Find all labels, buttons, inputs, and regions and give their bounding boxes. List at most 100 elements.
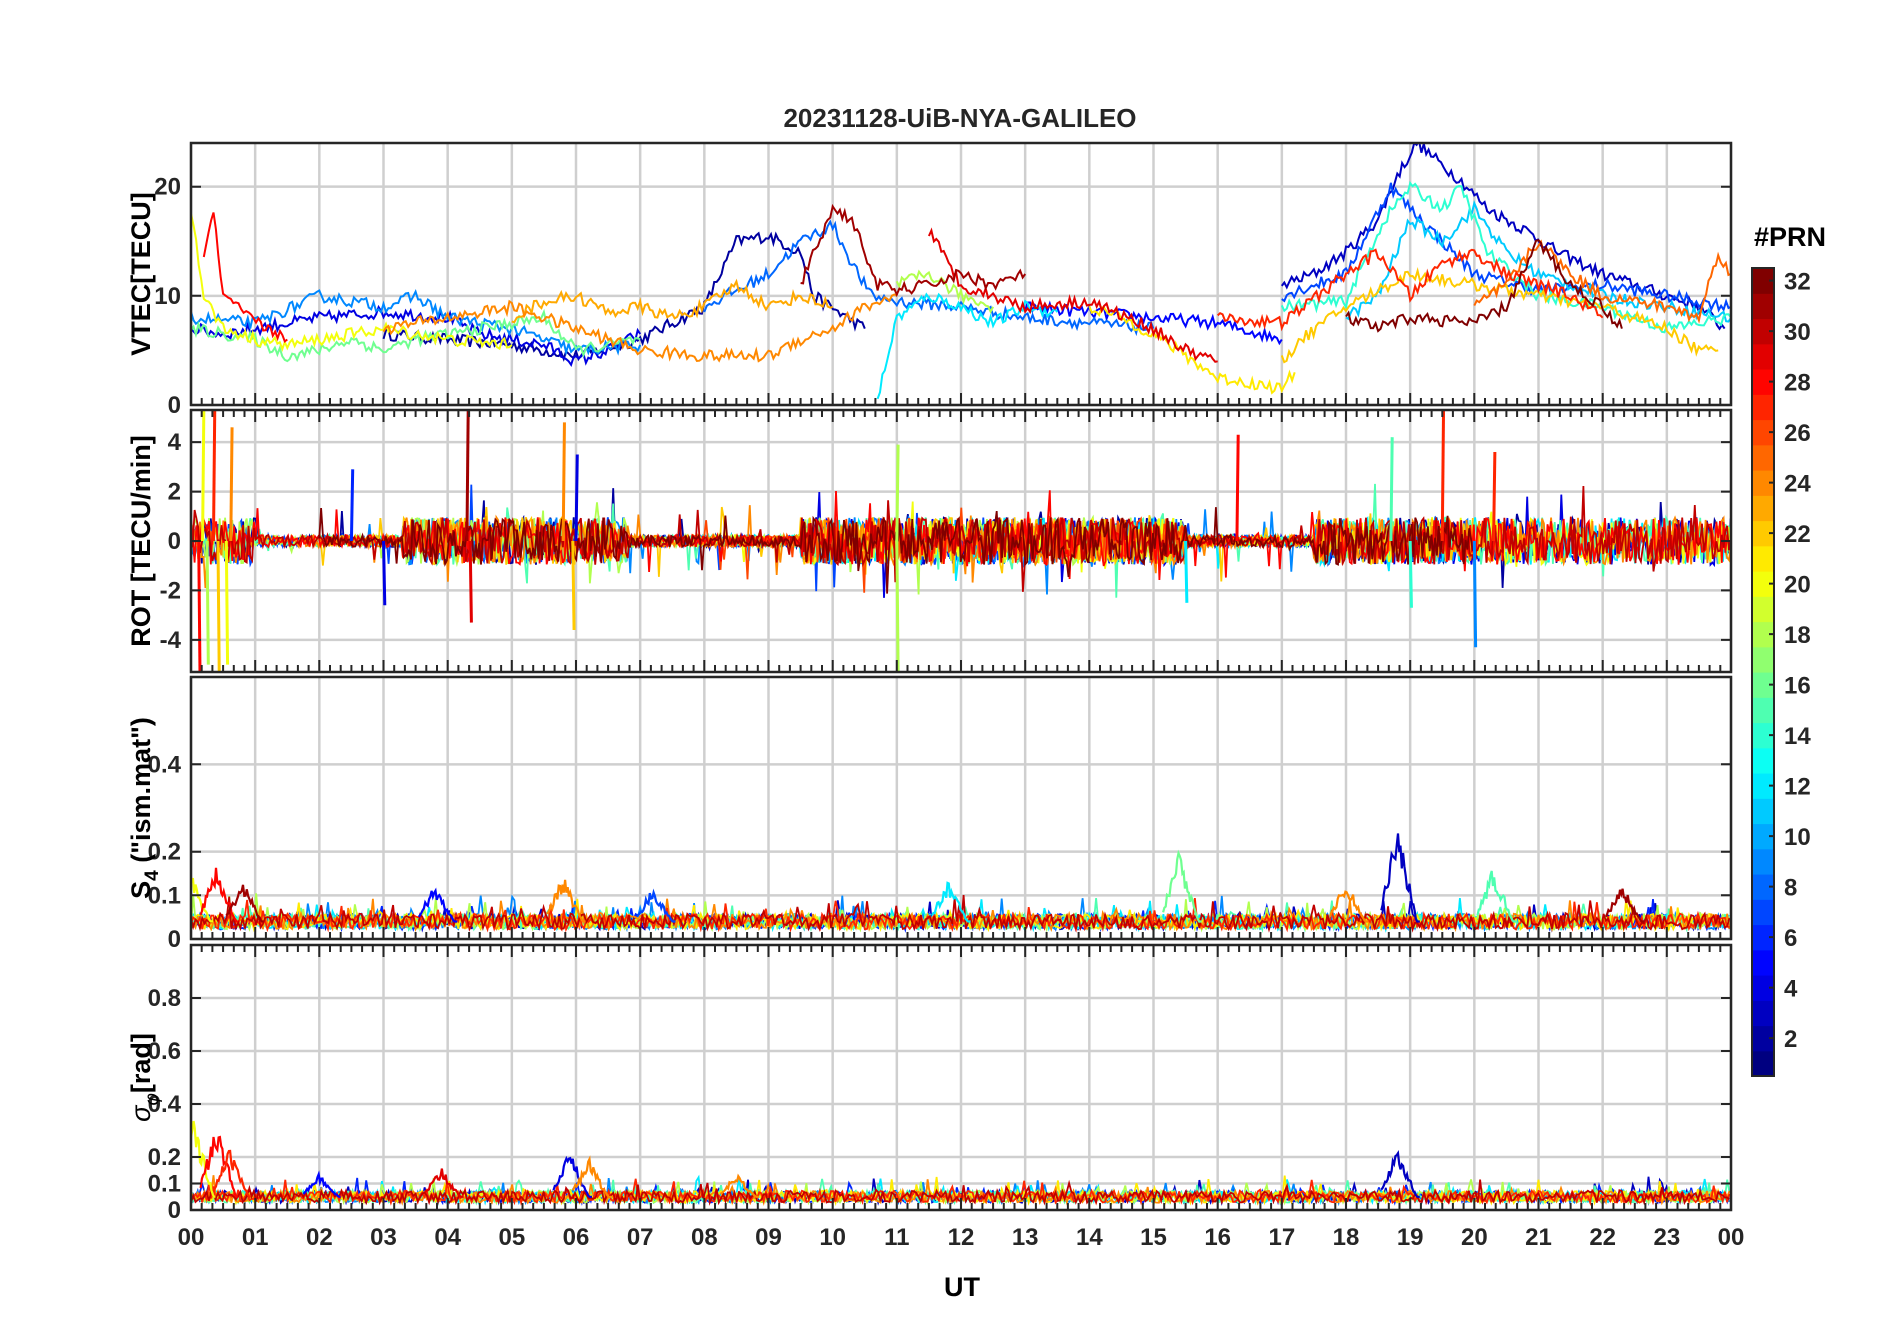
series-line-prn-31: [800, 203, 1027, 298]
colorbar-tick-label: 28: [1784, 370, 1811, 397]
y-tick-label: 0.2: [148, 1144, 181, 1171]
y-axis-label: σφ[rad]: [126, 1033, 163, 1122]
panel-sigphi: 00.10.2 0.4 0.6 0.8 σφ[rad]: [126, 943, 1733, 1224]
event-line-prn-29: [424, 1168, 464, 1198]
colorbar-tick-label: 10: [1784, 824, 1811, 851]
y-tick-label: 0.6: [148, 1038, 181, 1065]
colorbar-segment: [1752, 444, 1774, 471]
colorbar-tick-label: 14: [1784, 723, 1811, 750]
series-line-prn-4: [191, 304, 642, 368]
colorbar-segment: [1752, 798, 1774, 825]
y-axis-label: S4 ("ism.mat"): [126, 717, 163, 899]
x-tick-label: 06: [563, 1224, 590, 1251]
event-line-prn-16: [1162, 849, 1202, 923]
x-tick-label: 22: [1589, 1224, 1616, 1251]
colorbar-segment: [1752, 495, 1774, 522]
y-tick-label: 10: [154, 283, 181, 310]
colorbar-segment: [1752, 318, 1774, 345]
rot-spike: [197, 540, 202, 672]
event-line-prn-5: [417, 887, 458, 923]
event-line-prn-28: [199, 867, 238, 923]
y-tick-label: 20: [154, 174, 181, 201]
x-ticks: [190, 927, 1732, 939]
rot-spike: [895, 540, 900, 672]
rot-spike: [1440, 410, 1446, 542]
colorbar-segment: [1752, 722, 1774, 749]
x-tick-label: 00: [178, 1224, 205, 1251]
event-line-prn-20: [191, 1120, 216, 1198]
panel-rot: -4 -2 0 2 4 ROT [TECU/min]: [126, 408, 1733, 674]
x-tick-label: 16: [1204, 1224, 1231, 1251]
rot-spike: [224, 540, 230, 665]
rot-spike: [468, 540, 473, 623]
colorbar-tick-label: 20: [1784, 572, 1811, 599]
rot-spike: [201, 410, 206, 542]
colorbar-segment: [1752, 747, 1774, 774]
event-line-prn-7: [636, 888, 676, 923]
x-tick-labels: 00 01 02 03 04 05 06 07 08 09 10 11 12 13 14 15 16 17 18 19…: [178, 1224, 1745, 1251]
event-line-prn-20: [191, 877, 214, 923]
rot-spike: [349, 469, 355, 542]
colorbar-tick-label: 18: [1784, 622, 1811, 649]
series-line-prn-28: [191, 490, 1731, 581]
y-tick-label: 0.8: [148, 985, 181, 1012]
x-tick-label: 10: [819, 1224, 846, 1251]
series-line-prn-3: [1280, 143, 1726, 331]
series-line-prn-20: [191, 213, 513, 353]
event-line-prn-28: [199, 1135, 238, 1198]
series-line-prn-25: [1473, 239, 1731, 324]
event-line-prn-27: [212, 1149, 251, 1198]
x-tick-label: 07: [627, 1224, 654, 1251]
rot-spike: [205, 540, 210, 665]
event-line-prn-24: [720, 1173, 759, 1198]
x-ticks: [190, 945, 1732, 1210]
colorbar-segment: [1752, 1050, 1774, 1077]
y-tick-label: 0.4: [148, 751, 182, 778]
colorbar-tick-label: 8: [1784, 875, 1797, 902]
x-axis-label: UT: [944, 1272, 980, 1302]
event-line-prn-24: [571, 1155, 612, 1198]
series-line-prn-24: [382, 293, 898, 363]
x-tick-label: 02: [306, 1224, 333, 1251]
colorbar-segment: [1752, 697, 1774, 724]
colorbar-segment: [1752, 949, 1774, 976]
event-line-prn-3: [1380, 1150, 1420, 1198]
colorbar-segment: [1752, 646, 1774, 673]
colorbar-tick-label: 16: [1784, 673, 1811, 700]
colorbar-segment: [1752, 848, 1774, 875]
series-line-prn-29: [927, 227, 1218, 363]
rot-spike: [561, 422, 566, 542]
x-tick-label: 21: [1525, 1224, 1552, 1251]
y-tick-label: 0.1: [148, 1171, 181, 1198]
series-group: [191, 410, 1731, 672]
y-tick-label: 0: [168, 926, 181, 953]
series-line-prn-30: [191, 895, 1731, 933]
series-line-prn-5: [1024, 300, 1283, 346]
colorbar-tick-label: 6: [1784, 925, 1797, 952]
colorbar-title: #PRN: [1754, 222, 1826, 252]
colorbar-segment: [1752, 1000, 1774, 1027]
colorbar-tick-label: 26: [1784, 420, 1811, 447]
y-tick-label: 0.4: [148, 1091, 182, 1118]
event-line-prn-24: [546, 879, 586, 923]
x-ticks: [190, 393, 1732, 405]
rot-spike: [1472, 540, 1478, 648]
series-line-prn-32: [1345, 238, 1623, 333]
colorbar-segment: [1752, 596, 1774, 623]
y-tick-label: -2: [160, 577, 181, 604]
x-tick-label: 13: [1012, 1224, 1039, 1251]
x-tick-label: 19: [1397, 1224, 1424, 1251]
event-line-prn-12: [931, 881, 971, 923]
colorbar-tick-label: 4: [1784, 976, 1798, 1003]
colorbar-segment: [1752, 924, 1774, 951]
rot-spike: [211, 410, 217, 542]
y-tick-label: 0.2: [148, 839, 181, 866]
rot-spike: [1408, 540, 1413, 608]
rot-spike: [216, 540, 221, 672]
y-axis-label: ROT [TECU/min]: [126, 435, 156, 646]
rot-spike: [895, 444, 900, 542]
series-group: [191, 1120, 1731, 1207]
x-tick-label: 05: [498, 1224, 525, 1251]
